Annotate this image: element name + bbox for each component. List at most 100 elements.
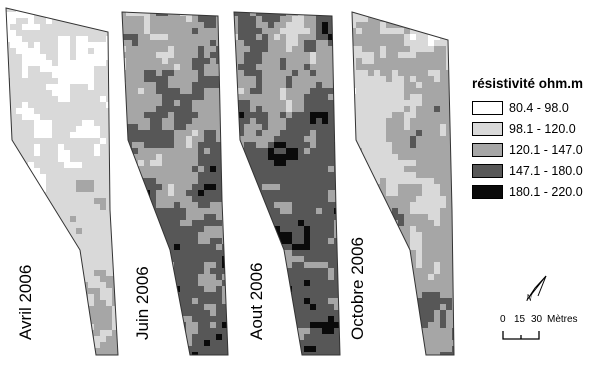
raster-cell: [280, 106, 287, 113]
raster-cell: [256, 346, 263, 353]
raster-cell: [40, 318, 47, 325]
raster-cell: [434, 64, 441, 71]
raster-cell: [112, 198, 118, 205]
raster-cell: [362, 16, 369, 23]
raster-cell: [46, 60, 53, 67]
raster-cell: [216, 28, 223, 35]
raster-cell: [410, 130, 417, 137]
legend-label: 80.4 - 98.0: [509, 100, 569, 115]
raster-cell: [410, 82, 417, 89]
raster-cell: [452, 106, 454, 113]
raster-cell: [52, 102, 59, 109]
raster-cell: [174, 244, 181, 251]
raster-cell: [392, 40, 399, 47]
raster-cell: [380, 82, 387, 89]
raster-cell: [210, 130, 217, 137]
raster-cell: [16, 156, 23, 163]
raster-cell: [386, 172, 393, 179]
raster-cell: [210, 166, 217, 173]
raster-cell: [156, 304, 163, 311]
raster-cell: [118, 66, 125, 73]
raster-cell: [16, 174, 23, 181]
raster-cell: [204, 262, 211, 269]
raster-cell: [40, 72, 47, 79]
raster-cell: [138, 346, 145, 353]
raster-cell: [16, 66, 23, 73]
raster-cell: [162, 136, 169, 143]
raster-cell: [446, 298, 453, 305]
raster-cell: [340, 334, 347, 341]
raster-cell: [428, 208, 435, 215]
raster-cell: [126, 298, 133, 305]
raster-cell: [274, 340, 281, 347]
raster-cell: [126, 196, 133, 203]
raster-cell: [422, 220, 429, 227]
raster-cell: [292, 346, 299, 353]
raster-cell: [328, 52, 335, 59]
raster-cell: [34, 342, 41, 349]
raster-cell: [82, 210, 89, 217]
raster-cell: [122, 196, 127, 203]
raster-cell: [310, 190, 317, 197]
raster-cell: [10, 102, 17, 109]
raster-cell: [198, 76, 205, 83]
raster-cell: [298, 124, 305, 131]
raster-cell: [286, 178, 293, 185]
raster-cell: [210, 340, 217, 347]
raster-cell: [234, 202, 239, 209]
raster-cell: [380, 136, 387, 143]
raster-cell: [352, 58, 357, 65]
raster-cell: [64, 102, 71, 109]
raster-cell: [316, 40, 323, 47]
raster-cell: [238, 112, 245, 119]
raster-cell: [434, 76, 441, 83]
raster-cell: [126, 184, 133, 191]
raster-cell: [106, 60, 113, 67]
raster-cell: [328, 184, 335, 191]
raster-cell: [204, 52, 211, 59]
raster-cell: [410, 124, 417, 131]
raster-cell: [34, 162, 41, 169]
raster-cell: [168, 322, 175, 329]
raster-cell: [122, 202, 127, 209]
raster-cell: [144, 130, 151, 137]
raster-cell: [28, 48, 35, 55]
raster-cell: [138, 16, 145, 23]
raster-cell: [222, 136, 228, 143]
scale-tick-label: 15: [514, 314, 526, 325]
raster-cell: [100, 330, 107, 337]
raster-cell: [286, 88, 293, 95]
raster-cell: [162, 232, 169, 239]
raster-cell: [298, 262, 305, 269]
raster-cell: [262, 160, 269, 167]
raster-cell: [440, 28, 447, 35]
raster-cell: [52, 120, 59, 127]
raster-cell: [138, 70, 145, 77]
raster-cell: [244, 64, 251, 71]
map-date-label: Avril 2006: [16, 264, 35, 340]
raster-cell: [340, 142, 347, 149]
raster-cell: [228, 64, 235, 71]
raster-cell: [250, 40, 257, 47]
raster-cell: [40, 8, 47, 13]
raster-cell: [100, 216, 107, 223]
raster-cell: [76, 48, 83, 55]
raster-cell: [22, 186, 29, 193]
raster-cell: [274, 82, 281, 89]
raster-cell: [410, 12, 417, 17]
raster-cell: [204, 40, 211, 47]
raster-cell: [204, 100, 211, 107]
raster-cell: [386, 352, 393, 355]
raster-cell: [198, 238, 205, 245]
raster-cell: [192, 52, 199, 59]
raster-cell: [58, 162, 65, 169]
raster-cell: [404, 232, 411, 239]
raster-cell: [250, 28, 257, 35]
raster-cell: [404, 178, 411, 185]
raster-cell: [58, 150, 65, 157]
raster-cell: [126, 232, 133, 239]
raster-cell: [410, 214, 417, 221]
raster-cell: [422, 12, 429, 17]
raster-cell: [340, 220, 347, 227]
raster-cell: [392, 118, 399, 125]
